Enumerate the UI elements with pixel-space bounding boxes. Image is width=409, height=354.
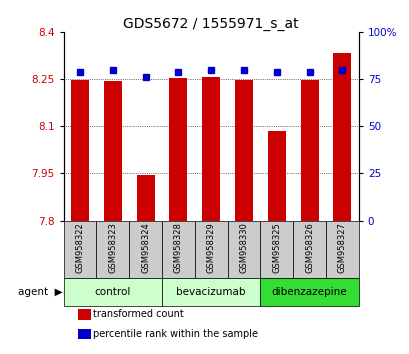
Bar xyxy=(63,221,96,278)
Text: control: control xyxy=(94,287,130,297)
Bar xyxy=(292,221,325,278)
Bar xyxy=(71,80,89,221)
Bar xyxy=(129,221,162,278)
Bar xyxy=(63,278,162,306)
Text: GSM958327: GSM958327 xyxy=(337,222,346,273)
Text: dibenzazepine: dibenzazepine xyxy=(271,287,346,297)
Text: GSM958329: GSM958329 xyxy=(206,222,215,273)
Bar xyxy=(267,131,285,221)
Text: GSM958328: GSM958328 xyxy=(173,222,182,273)
Bar xyxy=(162,221,194,278)
Bar xyxy=(162,278,260,306)
Bar xyxy=(194,221,227,278)
Text: GSM958326: GSM958326 xyxy=(304,222,313,273)
Bar xyxy=(300,80,318,221)
Bar xyxy=(136,175,154,221)
Bar xyxy=(333,53,351,221)
Bar xyxy=(234,80,252,221)
Bar xyxy=(78,329,90,339)
Text: GSM958325: GSM958325 xyxy=(272,222,281,273)
Title: GDS5672 / 1555971_s_at: GDS5672 / 1555971_s_at xyxy=(123,17,298,31)
Bar xyxy=(202,76,220,221)
Bar xyxy=(169,78,187,221)
Bar xyxy=(325,221,358,278)
Bar xyxy=(227,221,260,278)
Bar xyxy=(78,309,90,320)
Bar xyxy=(96,221,129,278)
Text: GSM958324: GSM958324 xyxy=(141,222,150,273)
Text: agent  ▶: agent ▶ xyxy=(18,287,63,297)
Text: GSM958330: GSM958330 xyxy=(239,222,248,273)
Text: GSM958322: GSM958322 xyxy=(75,222,84,273)
Bar xyxy=(103,81,121,221)
Bar xyxy=(260,221,292,278)
Text: bevacizumab: bevacizumab xyxy=(176,287,245,297)
Bar xyxy=(260,278,358,306)
Text: GSM958323: GSM958323 xyxy=(108,222,117,273)
Text: percentile rank within the sample: percentile rank within the sample xyxy=(92,329,257,339)
Text: transformed count: transformed count xyxy=(92,309,183,319)
